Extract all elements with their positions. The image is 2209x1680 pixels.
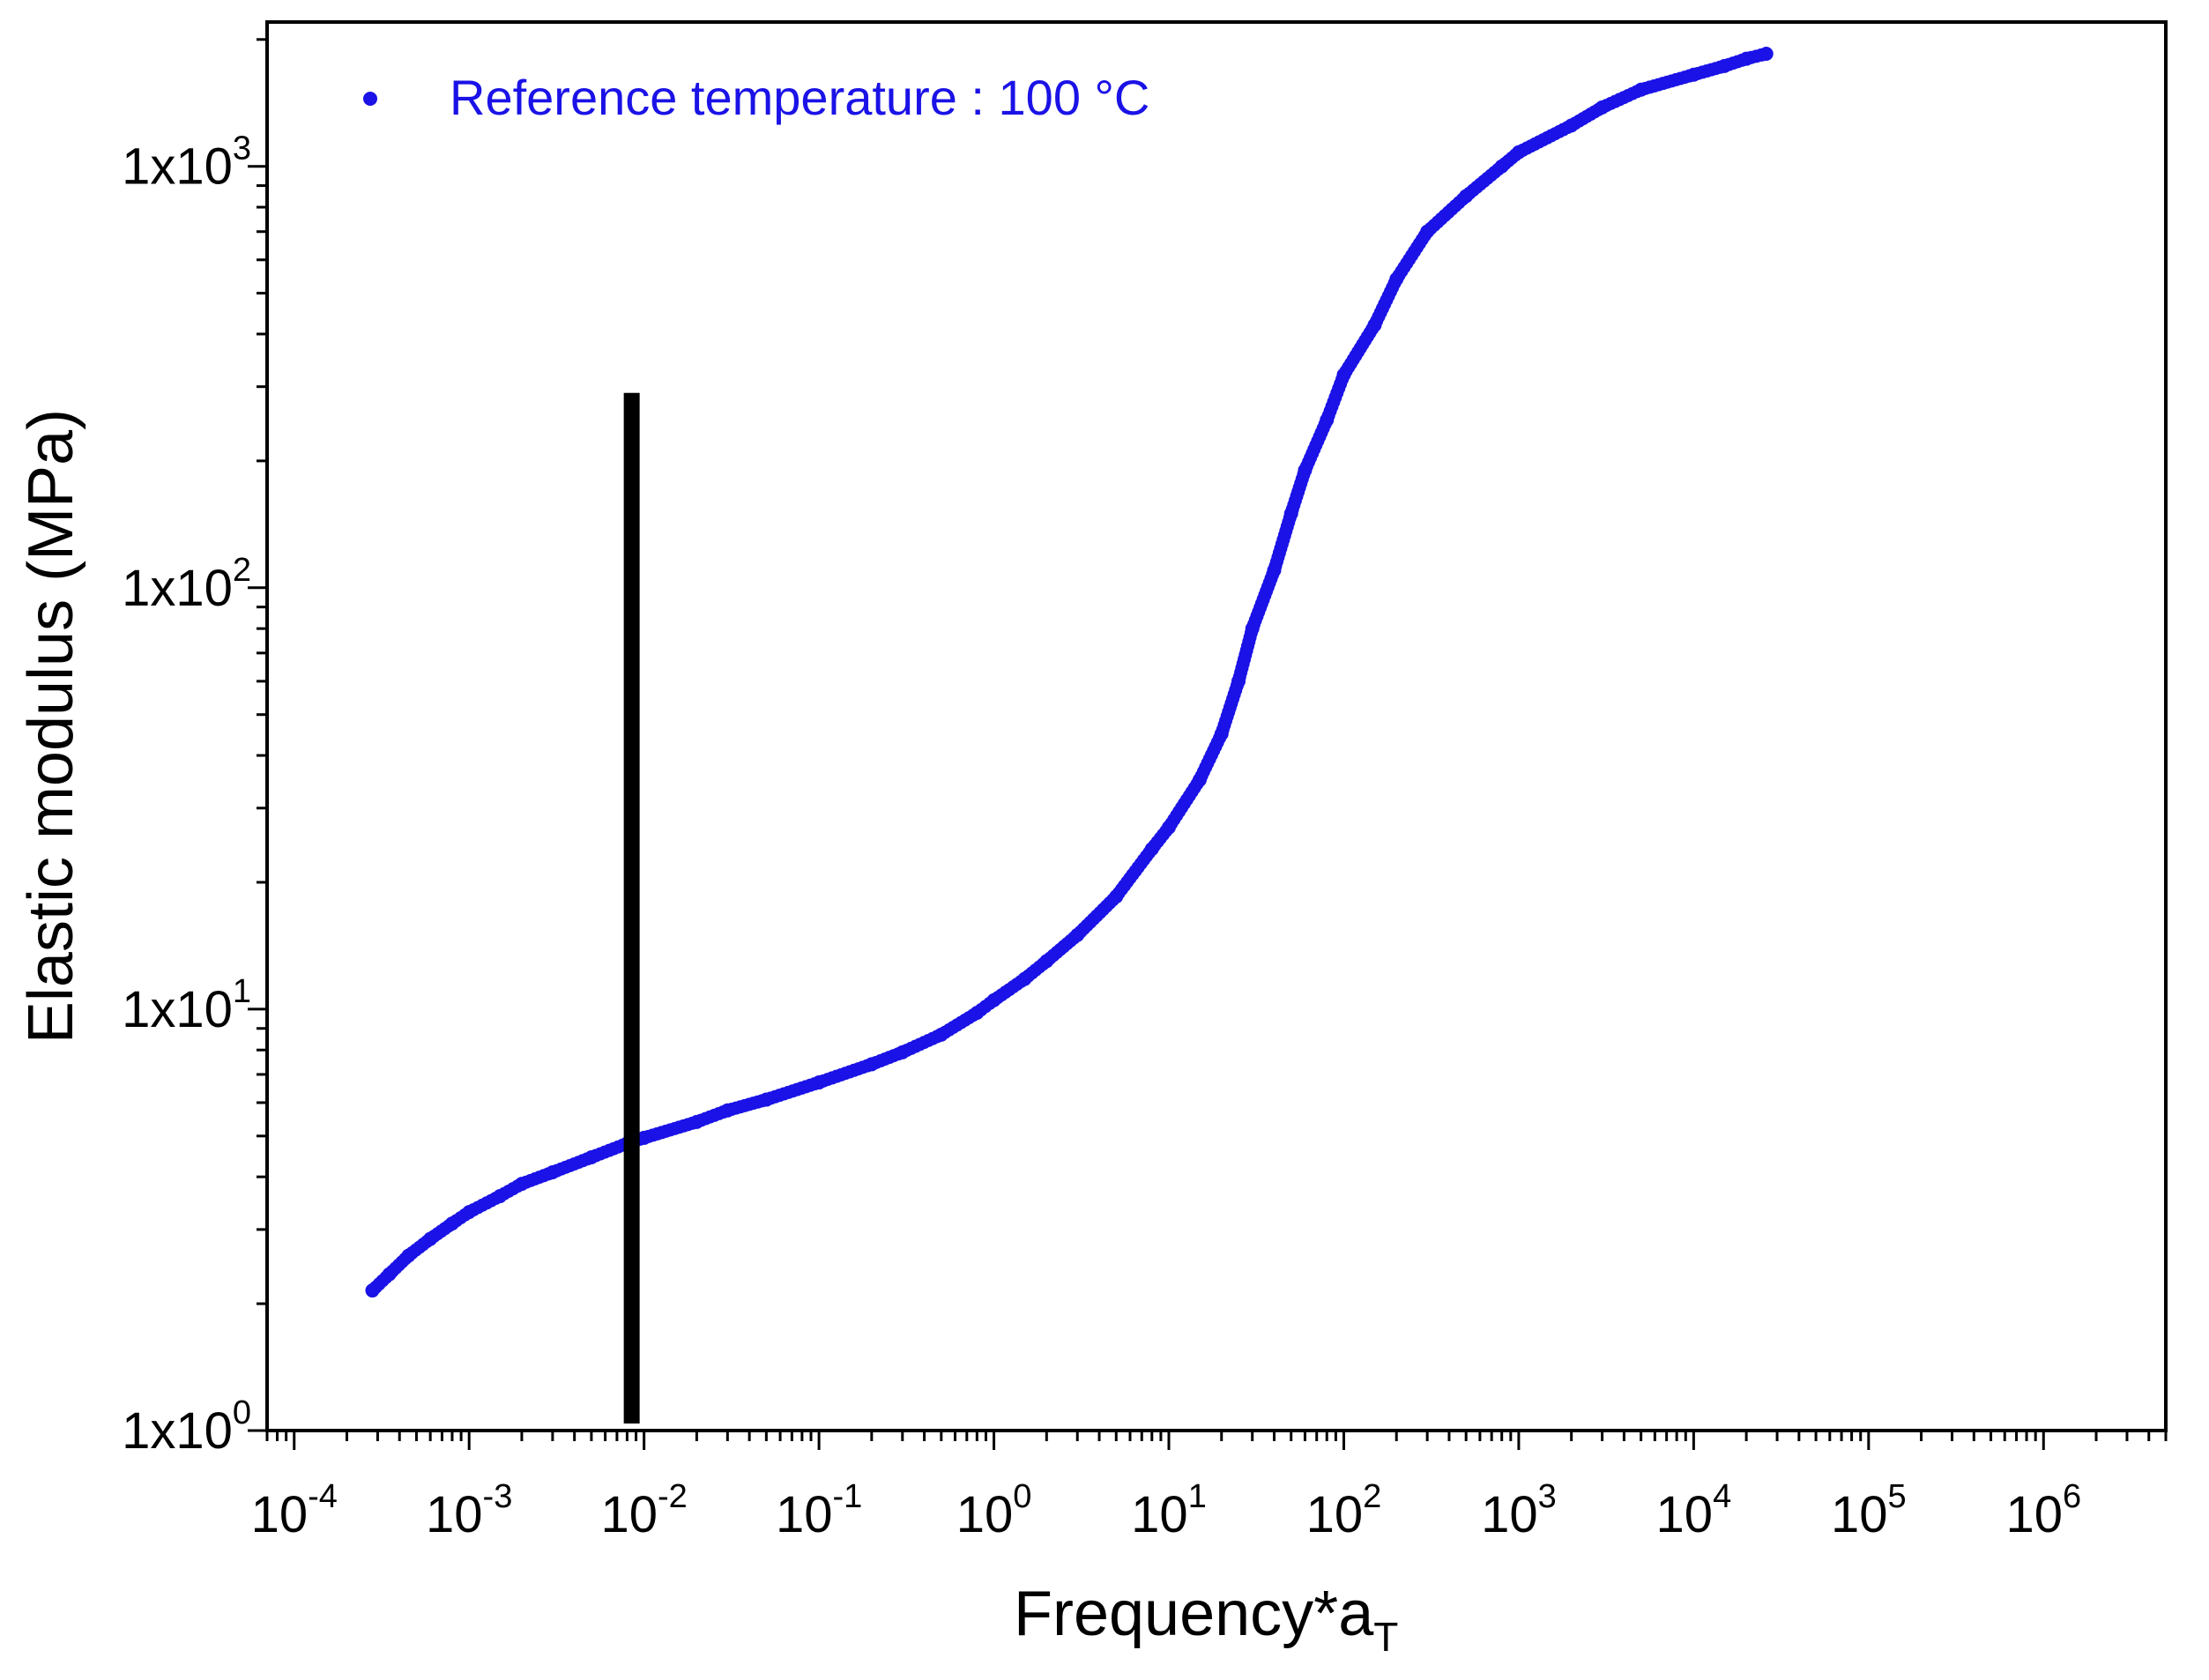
x-tick-label-exponent: 5: [1888, 1478, 1907, 1515]
x-tick-label-exponent: 0: [1013, 1478, 1031, 1515]
plot-frame: [265, 20, 2168, 1432]
x-tick-label: 102: [1306, 1478, 1382, 1543]
x-tick-label-base: 10: [2005, 1486, 2063, 1543]
x-tick-label: 10-1: [776, 1478, 862, 1543]
y-tick-label: 1x101: [122, 973, 251, 1038]
vertical-marker-bar: [623, 392, 640, 1424]
x-tick-label-base: 10: [1656, 1486, 1714, 1543]
x-axis-label: Frequency*aT: [1014, 1579, 1398, 1660]
y-axis-ticks: [248, 38, 267, 1432]
x-tick-label-base: 10: [1306, 1486, 1364, 1543]
x-tick-label-exponent: 1: [1188, 1478, 1207, 1515]
y-axis-label: Elastic modulus (MPa): [16, 409, 86, 1044]
legend-marker: [363, 92, 377, 106]
x-axis-label-base: Frequency*a: [1014, 1579, 1374, 1649]
x-tick-label-exponent: 3: [1538, 1478, 1557, 1515]
x-tick-label: 10-4: [251, 1478, 338, 1543]
x-axis-label-subscript: T: [1373, 1614, 1398, 1660]
y-tick-label-base: 1x10: [122, 138, 233, 196]
x-tick-label-exponent: -4: [308, 1478, 338, 1515]
x-tick-label-exponent: 6: [2063, 1478, 2081, 1515]
x-tick-label-exponent: 2: [1363, 1478, 1381, 1515]
y-tick-label-exponent: 0: [233, 1394, 251, 1431]
x-tick-label-base: 10: [1131, 1486, 1188, 1543]
x-tick-label-base: 10: [600, 1486, 658, 1543]
data-point-dense: [1754, 48, 1768, 62]
x-tick-label: 100: [956, 1478, 1032, 1543]
x-tick-label-exponent: -2: [658, 1478, 688, 1515]
y-tick-label-exponent: 3: [233, 130, 251, 167]
x-axis-tick-labels: 10-4 10-3 10-2 10-1 100 101 102 103 104 105 106: [251, 1478, 2082, 1543]
x-tick-label: 104: [1656, 1478, 1732, 1543]
y-tick-label: 1x103: [122, 130, 251, 196]
y-tick-label-base: 1x10: [122, 560, 233, 617]
x-tick-label-base: 10: [776, 1486, 833, 1543]
x-axis-ticks: [265, 1431, 2168, 1450]
x-tick-label-base: 10: [1831, 1486, 1888, 1543]
x-tick-label-base: 10: [956, 1486, 1014, 1543]
y-tick-label: 1x102: [122, 552, 251, 617]
x-tick-label-base: 10: [1481, 1486, 1538, 1543]
y-tick-label-base: 1x10: [122, 1402, 233, 1460]
x-tick-label-base: 10: [426, 1486, 483, 1543]
data-series: [365, 46, 1774, 1298]
y-tick-label-exponent: 2: [233, 552, 251, 589]
x-tick-label: 10-3: [426, 1478, 512, 1543]
y-tick-label: 1x100: [122, 1394, 251, 1460]
x-tick-label: 10-2: [600, 1478, 687, 1543]
x-tick-label: 106: [2005, 1478, 2081, 1543]
x-tick-label: 105: [1831, 1478, 1907, 1543]
x-tick-label-exponent: -3: [483, 1478, 513, 1515]
legend-label: Reference temperature : 100 °C: [450, 70, 1149, 125]
x-tick-label-exponent: 4: [1713, 1478, 1731, 1515]
x-tick-label-exponent: -1: [832, 1478, 862, 1515]
x-tick-label-base: 10: [251, 1486, 309, 1543]
y-tick-label-base: 1x10: [122, 981, 233, 1038]
x-tick-label: 101: [1131, 1478, 1207, 1543]
x-tick-label: 103: [1481, 1478, 1557, 1543]
y-tick-label-exponent: 1: [233, 973, 251, 1010]
